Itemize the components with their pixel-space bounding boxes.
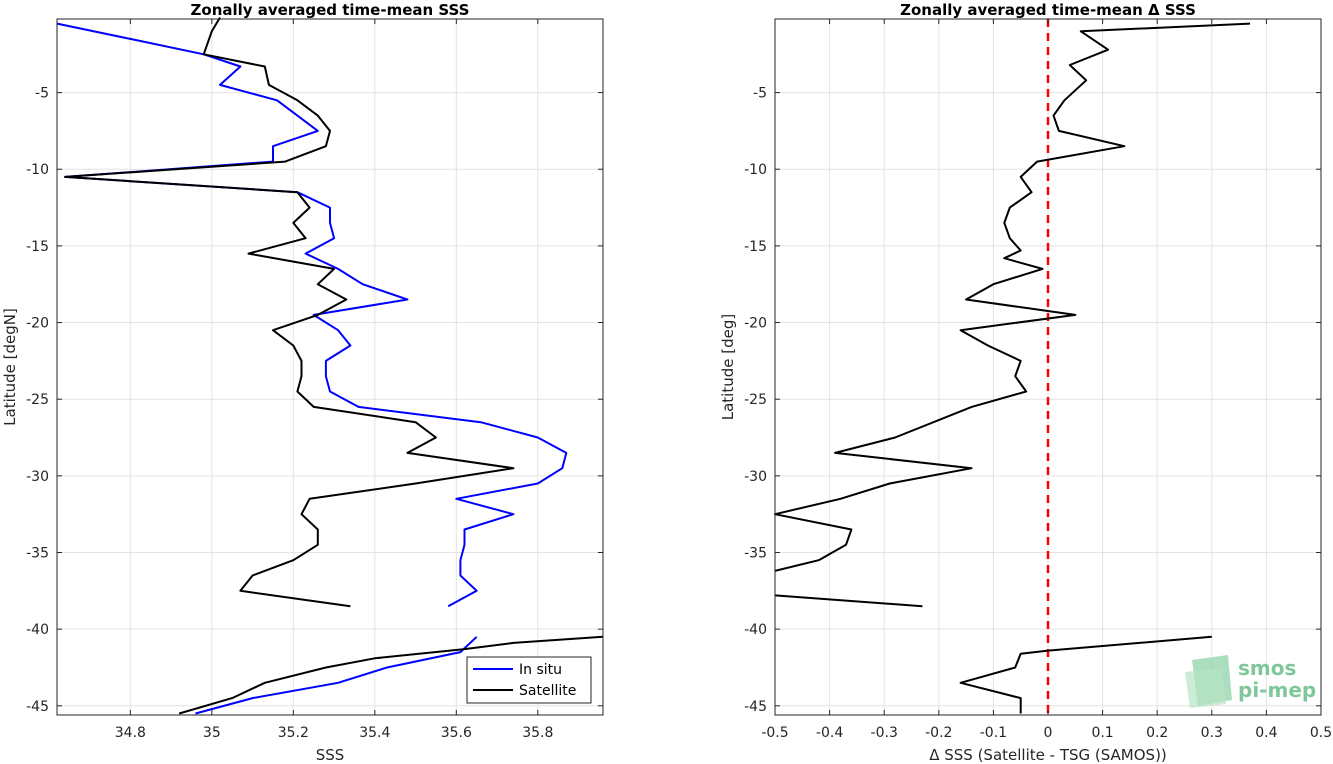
left-satellite-line	[64, 16, 515, 608]
logo-text-smos: smos	[1238, 656, 1296, 680]
right-series-group	[774, 22, 1251, 714]
left-y-tick-label: -15	[26, 239, 49, 255]
right-x-tick-label: -0.3	[871, 725, 898, 741]
left-y-tick-label: -45	[26, 699, 49, 715]
right-x-tick-label: 0.3	[1201, 725, 1223, 741]
right-series-0-line	[774, 594, 923, 608]
right-y-tick-label: -15	[744, 239, 767, 255]
right-y-tick-label: -20	[744, 316, 767, 332]
right-y-tick-label: -45	[744, 699, 767, 715]
left-y-tick-label: -30	[26, 469, 49, 485]
right-x-tick-label: 0.4	[1255, 725, 1277, 741]
right-x-tick-label: 0	[1044, 725, 1053, 741]
left-x-tick-label: 35	[203, 725, 221, 741]
legend-box	[466, 656, 592, 704]
right-x-tick-label: -0.4	[816, 725, 843, 741]
left-grid	[57, 19, 603, 715]
left-chart-title: Zonally averaged time-mean SSS	[191, 1, 470, 19]
left-satellite-line	[178, 635, 604, 715]
right-y-tick-label: -10	[744, 162, 767, 178]
left-axes-box	[56, 18, 604, 716]
right-x-axis-label: Δ SSS (Satellite - TSG (SAMOS))	[929, 746, 1167, 764]
left-y-tick-label: -20	[26, 316, 49, 332]
right-chart-title: Zonally averaged time-mean Δ SSS	[900, 1, 1196, 19]
legend-label-in-situ: In situ	[519, 662, 562, 678]
right-x-tick-label: 0.2	[1146, 725, 1168, 741]
legend: In situ Satellite	[466, 656, 592, 704]
left-x-axis-label: SSS	[316, 746, 345, 764]
left-plot-area	[57, 19, 603, 715]
right-x-tick-label: 0.1	[1091, 725, 1113, 741]
right-series-0-line	[959, 635, 1212, 714]
right-y-tick-label: -5	[753, 86, 767, 102]
right-x-tick-label: -0.1	[980, 725, 1007, 741]
left-x-tick-label: 35.2	[278, 725, 309, 741]
right-y-tick-label: -35	[744, 545, 767, 561]
right-series-0-line	[774, 22, 1251, 572]
right-y-axis-label: Latitude [deg]	[719, 314, 737, 420]
right-x-tick-label: 0.5	[1310, 725, 1332, 741]
right-y-tick-label: -40	[744, 622, 767, 638]
right-ticks: -0.5 -0.4 -0.3 -0.2 -0.1 0 0.1 0.2 0.3 0.4 0.5 -45 -…	[744, 19, 1332, 741]
legend-label-satellite: Satellite	[519, 683, 576, 699]
left-x-tick-label: 34.8	[115, 725, 146, 741]
left-ticks: 34.8 35 35.2 35.4 35.6 35.8 -45 -40 -35 -30 -25 -20…	[26, 19, 603, 741]
left-y-tick-label: -35	[26, 545, 49, 561]
right-chart-panel: -0.5 -0.4 -0.3 -0.2 -0.1 0 0.1 0.2 0.3 0.4 0.5 -45 -…	[719, 1, 1332, 764]
left-x-tick-label: 35.6	[441, 725, 472, 741]
right-y-tick-label: -25	[744, 392, 767, 408]
smos-pi-mep-logo: smos pi-mep	[1185, 655, 1316, 708]
right-x-tick-label: -0.2	[925, 725, 952, 741]
left-y-tick-label: -40	[26, 622, 49, 638]
left-in-situ-line	[56, 22, 568, 608]
logo-graphic-layer	[1185, 668, 1226, 708]
left-y-axis-label: Latitude [degN]	[1, 308, 19, 426]
left-y-tick-label: -25	[26, 392, 49, 408]
right-y-tick-label: -30	[744, 469, 767, 485]
right-x-tick-label: -0.5	[761, 725, 788, 741]
left-y-tick-label: -5	[35, 86, 49, 102]
left-chart-panel: 34.8 35 35.2 35.4 35.6 35.8 -45 -40 -35 -30 -25 -20…	[1, 1, 604, 764]
left-y-tick-label: -10	[26, 162, 49, 178]
left-x-tick-label: 35.8	[522, 725, 553, 741]
left-x-tick-label: 35.4	[359, 725, 390, 741]
logo-text-pi-mep: pi-mep	[1238, 678, 1316, 702]
left-series-group	[56, 16, 604, 715]
